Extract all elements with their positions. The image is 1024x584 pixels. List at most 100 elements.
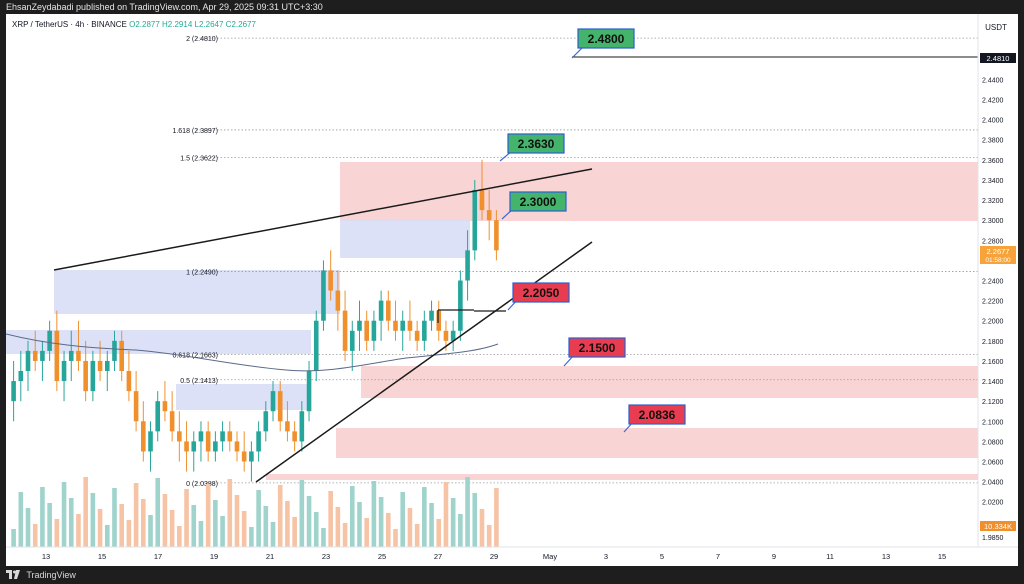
- chart-area[interactable]: 2 (2.4810) 1.618 (2.3897) 1.5 (2.3622) 1 (2…: [6, 14, 1018, 566]
- candle-body: [119, 340, 124, 372]
- volume-bar: [429, 503, 434, 547]
- y-tick-label: 2.0600: [982, 460, 1004, 467]
- candle-body: [292, 431, 297, 442]
- supply-zone-bottom: [266, 474, 978, 480]
- candle-body: [378, 300, 384, 321]
- candle-body: [422, 320, 427, 341]
- x-tick-label: 11: [826, 552, 834, 561]
- candle-body: [141, 421, 146, 452]
- y-tick-label: 2.4000: [982, 118, 1004, 125]
- svg-text:2.1500: 2.1500: [579, 341, 616, 355]
- x-tick-label: 5: [660, 552, 664, 561]
- volume-bar: [407, 508, 413, 547]
- y-tick-label: 2.2000: [982, 319, 1004, 326]
- price-chart[interactable]: 2 (2.4810) 1.618 (2.3897) 1.5 (2.3622) 1 (2…: [6, 14, 1018, 566]
- price-axis: [978, 14, 1018, 547]
- candle-body: [220, 431, 225, 442]
- candle-body: [126, 371, 132, 392]
- candle-body: [97, 360, 103, 372]
- volume-bar: [277, 485, 283, 547]
- volume-bar: [349, 486, 355, 547]
- volume-bar: [40, 487, 45, 547]
- candle-body: [25, 350, 31, 372]
- x-tick-label: 25: [378, 552, 386, 561]
- svg-text:01:58:00: 01:58:00: [985, 257, 1011, 264]
- candle-body: [306, 371, 312, 412]
- volume-bar: [83, 477, 88, 547]
- x-tick-label: 9: [772, 552, 776, 561]
- svg-text:2.0836: 2.0836: [639, 408, 676, 422]
- fib-level-label: 0.618 (2.1663): [172, 353, 218, 360]
- candle-body: [400, 320, 406, 331]
- volume-bar: [422, 487, 427, 547]
- y-tick-label: 2.4200: [982, 97, 1004, 104]
- volume-bar: [263, 506, 269, 547]
- candle-body: [256, 431, 261, 452]
- volume-tag: 10.334K: [980, 521, 1016, 531]
- candle-body: [321, 270, 326, 321]
- candle-body: [436, 310, 442, 331]
- x-tick-label: 23: [322, 552, 330, 561]
- fib-level-label: 1 (2.2490): [186, 269, 218, 276]
- y-tick-label: 2.1200: [982, 399, 1004, 406]
- candle-body: [234, 441, 240, 452]
- time-axis: [6, 547, 1018, 566]
- candle-body: [54, 330, 60, 382]
- svg-text:2.4800: 2.4800: [588, 32, 625, 46]
- candle-body: [249, 451, 254, 462]
- volume-bar: [220, 516, 225, 547]
- publisher-line: EhsanZeydabadi published on TradingView.…: [6, 2, 323, 12]
- volume-bar: [443, 482, 449, 547]
- volume-bar: [472, 493, 478, 547]
- volume-bar: [227, 479, 233, 547]
- volume-bar: [357, 502, 362, 547]
- y-tick-label: 2.3200: [982, 198, 1004, 205]
- ohlc-high: H2.2914: [162, 20, 193, 29]
- volume-bar: [97, 509, 103, 547]
- volume-bar: [18, 492, 24, 547]
- candle-body: [443, 330, 449, 341]
- candle-body: [450, 330, 456, 341]
- candle-body: [429, 310, 434, 321]
- x-tick-label: 15: [938, 552, 946, 561]
- volume-bar: [270, 522, 276, 547]
- candle-body: [32, 350, 38, 361]
- y-tick-label: 2.3400: [982, 178, 1004, 185]
- volume-bar: [292, 517, 297, 547]
- volume-bar: [104, 525, 110, 547]
- fib-level-label: 1.618 (2.3897): [172, 128, 218, 135]
- y-tick-label: 2.2400: [982, 279, 1004, 286]
- candle-body: [335, 290, 341, 311]
- candle-body: [155, 401, 161, 432]
- y-tick-label: 2.0400: [982, 480, 1004, 487]
- candle-body: [68, 350, 74, 361]
- pointer-2-48: [571, 46, 584, 59]
- demand-zone-1: [54, 270, 340, 314]
- volume-bar: [285, 501, 290, 547]
- x-tick-label: 3: [604, 552, 608, 561]
- volume-bar: [47, 503, 52, 547]
- candle-body: [241, 451, 247, 462]
- svg-text:2.2050: 2.2050: [523, 286, 560, 300]
- candle-body: [386, 300, 391, 321]
- volume-bar: [198, 521, 204, 547]
- candle-body: [328, 270, 333, 291]
- svg-text:10.334K: 10.334K: [984, 522, 1012, 531]
- candle-body: [342, 310, 348, 351]
- x-tick-label: 27: [434, 552, 442, 561]
- volume-bar: [371, 481, 377, 547]
- volume-bar: [191, 505, 197, 547]
- volume-bar: [335, 507, 341, 547]
- volume-bar: [479, 509, 485, 547]
- candle-body: [494, 220, 499, 251]
- candle-body: [162, 401, 168, 412]
- candle-body: [371, 320, 377, 341]
- candle-body: [104, 360, 110, 372]
- volume-bar: [494, 488, 499, 547]
- candle-body: [205, 431, 211, 452]
- svg-text:2.2677: 2.2677: [987, 247, 1010, 256]
- x-tick-label: 13: [42, 552, 50, 561]
- volume-bar: [486, 525, 492, 547]
- volume-bar: [414, 524, 420, 547]
- target-label-2-15: 2.1500: [568, 337, 626, 358]
